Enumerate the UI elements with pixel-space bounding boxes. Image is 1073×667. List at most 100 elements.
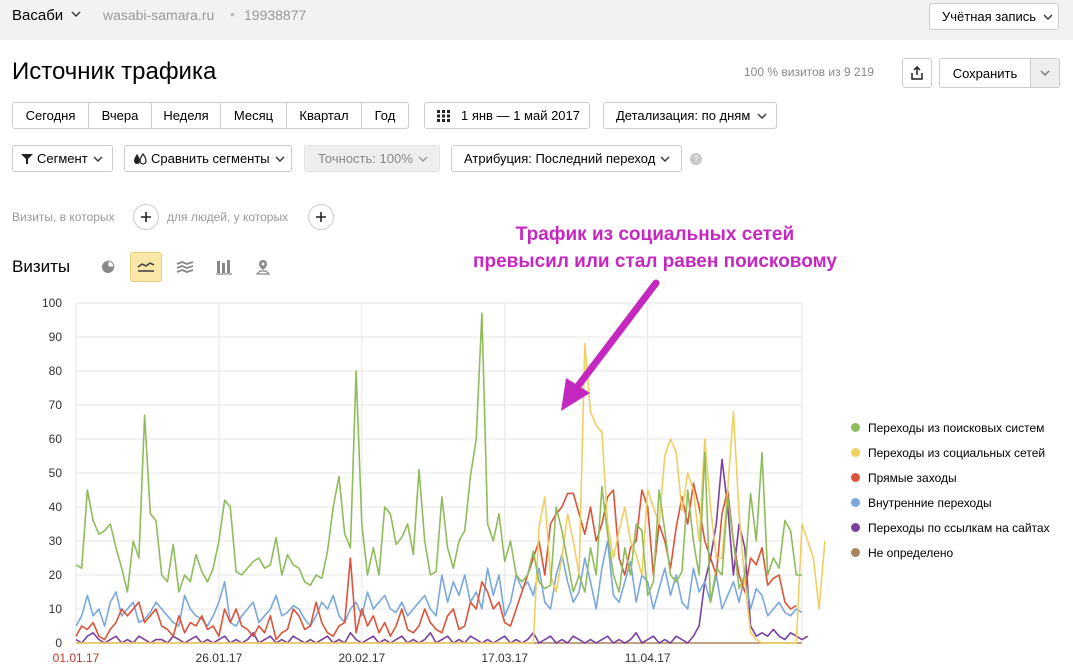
calendar-icon — [437, 109, 450, 122]
map-chart-type-button[interactable] — [247, 252, 279, 282]
export-icon — [911, 66, 923, 80]
chevron-down-icon — [1043, 14, 1053, 20]
annotation-line-1: Трафик из социальных сетей — [515, 224, 795, 245]
chevron-down-icon — [275, 156, 285, 162]
period-year-button[interactable]: Год — [361, 102, 409, 129]
help-icon[interactable]: ? — [690, 153, 702, 165]
period-today-button[interactable]: Сегодня — [12, 102, 89, 129]
compare-segments-label: Сравнить сегменты — [151, 151, 270, 166]
legend-item[interactable]: Переходы из поисковых систем — [851, 415, 1050, 440]
legend-item[interactable]: Внутренние переходы — [851, 490, 1050, 515]
chart-title: Визиты — [12, 257, 71, 276]
legend-dot — [851, 423, 860, 432]
map-icon — [255, 260, 271, 275]
y-tick-label: 0 — [55, 636, 62, 650]
chevron-down-icon — [418, 156, 428, 162]
legend-item[interactable]: Прямые заходы — [851, 465, 1050, 490]
account-button[interactable]: Учётная запись — [929, 3, 1059, 30]
visits-share: 100 % визитов из 9 219 — [744, 65, 874, 79]
y-tick-label: 50 — [49, 466, 63, 480]
compare-drops-icon — [134, 152, 147, 165]
add-visit-condition-button[interactable] — [133, 204, 159, 230]
legend-dot — [851, 473, 860, 482]
legend-label: Внутренние переходы — [868, 495, 992, 510]
period-quarter-button[interactable]: Квартал — [286, 102, 362, 129]
chevron-down-icon[interactable] — [70, 8, 82, 20]
series-line-4 — [75, 458, 809, 644]
y-tick-label: 100 — [42, 296, 62, 310]
add-people-condition-button[interactable] — [308, 204, 334, 230]
y-tick-label: 80 — [49, 364, 63, 378]
attribution-label: Атрибуция: Последний переход — [464, 151, 656, 166]
period-selector: Сегодня Вчера Неделя Месяц Квартал Год — [12, 102, 409, 129]
top-bar: Васаби wasabi-samara.ru • 19938877 Учётн… — [0, 0, 1073, 40]
bar-chart-type-button[interactable] — [208, 252, 240, 282]
save-button[interactable]: Сохранить — [939, 58, 1031, 88]
area-chart-type-button[interactable] — [169, 252, 201, 282]
x-tick-label: 26.01.17 — [196, 651, 243, 665]
legend-item[interactable]: Переходы по ссылкам на сайтах — [851, 515, 1050, 540]
y-axis-ticks: 0 10 20 30 40 50 60 70 80 90 100 — [42, 296, 62, 650]
save-dropdown-button[interactable] — [1031, 58, 1060, 88]
plus-icon — [141, 212, 151, 222]
detail-select[interactable]: Детализация: по дням — [603, 102, 777, 129]
legend-item[interactable]: Переходы из социальных сетей — [851, 440, 1050, 465]
y-tick-label: 60 — [49, 432, 63, 446]
annotation-text: Трафик из социальных сетей превысил или … — [445, 221, 865, 275]
chart-grid — [75, 302, 803, 644]
site-domain: wasabi-samara.ru — [103, 7, 215, 23]
compare-segments-button[interactable]: Сравнить сегменты — [124, 145, 292, 172]
series-line-1 — [76, 342, 826, 644]
y-tick-label: 30 — [49, 534, 63, 548]
legend-item[interactable]: Не определено — [851, 540, 1050, 565]
detail-label: Детализация: по дням — [616, 108, 751, 123]
legend-label: Переходы из социальных сетей — [868, 445, 1046, 460]
series-line-2 — [75, 482, 797, 641]
legend-label: Прямые заходы — [868, 470, 957, 485]
export-button[interactable] — [902, 58, 932, 88]
x-tick-label: 11.04.17 — [625, 651, 671, 665]
y-tick-label: 10 — [49, 602, 63, 616]
date-range-button[interactable]: 1 янв — 1 май 2017 — [424, 102, 590, 129]
annotation-arrow — [561, 279, 660, 411]
x-tick-label: 20.02.17 — [338, 651, 385, 665]
bar-chart-icon — [216, 260, 232, 275]
account-label: Учётная запись — [942, 9, 1037, 24]
chart-legend: Переходы из поисковых систем Переходы из… — [851, 415, 1050, 565]
legend-label: Переходы из поисковых систем — [868, 420, 1045, 435]
series-line-0 — [75, 312, 802, 604]
line-chart-type-button[interactable] — [130, 252, 162, 282]
chart-series — [75, 312, 826, 644]
period-month-button[interactable]: Месяц — [220, 102, 287, 129]
x-axis-ticks: 01.01.17 26.01.17 20.02.17 17.03.17 11.04.17 — [53, 651, 671, 665]
legend-dot — [851, 548, 860, 557]
chevron-down-icon — [93, 156, 103, 162]
legend-dot — [851, 448, 860, 457]
chevron-down-icon — [660, 156, 670, 162]
visits-condition-label: Визиты, в которых — [12, 210, 115, 224]
legend-dot — [851, 498, 860, 507]
period-week-button[interactable]: Неделя — [151, 102, 221, 129]
chevron-down-icon — [757, 113, 767, 119]
y-tick-label: 20 — [49, 568, 63, 582]
y-tick-label: 70 — [49, 398, 63, 412]
plus-icon — [316, 212, 326, 222]
chevron-down-icon — [1040, 70, 1050, 76]
people-condition-label: для людей, у которых — [167, 210, 289, 224]
site-name[interactable]: Васаби — [12, 7, 64, 24]
filter-icon — [21, 153, 33, 164]
period-yesterday-button[interactable]: Вчера — [88, 102, 152, 129]
pie-chart-type-button[interactable] — [92, 252, 124, 282]
legend-dot — [851, 523, 860, 532]
attribution-select[interactable]: Атрибуция: Последний переход — [451, 145, 682, 172]
segment-button[interactable]: Сегмент — [12, 145, 113, 172]
x-tick-label: 17.03.17 — [481, 651, 528, 665]
area-chart-icon — [176, 261, 194, 273]
pie-chart-icon — [102, 260, 115, 273]
counter-id: 19938877 — [244, 7, 307, 23]
segment-label: Сегмент — [37, 151, 88, 166]
annotation-line-2: превысил или стал равен поисковому — [473, 251, 837, 272]
accuracy-select[interactable]: Точность: 100% — [304, 145, 440, 172]
line-chart-icon — [137, 262, 155, 272]
